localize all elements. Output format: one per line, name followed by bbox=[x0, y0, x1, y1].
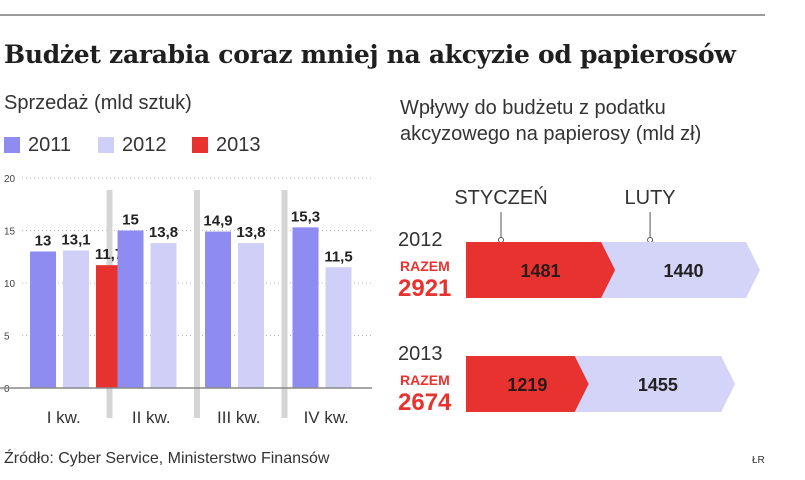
left-chart-subtitle: Sprzedaż (mld sztuk) bbox=[4, 92, 192, 114]
y-tick-label: 20 bbox=[4, 174, 16, 185]
row-total-value: 2674 bbox=[398, 389, 452, 416]
bar-value-label: 13,8 bbox=[149, 224, 178, 241]
segment-value-label: 1481 bbox=[521, 261, 561, 281]
category-label: I kw. bbox=[47, 408, 81, 427]
segment-value-label: 1219 bbox=[507, 375, 547, 395]
bar-2012-4 bbox=[325, 267, 352, 388]
bar-value-label: 13 bbox=[35, 233, 52, 250]
legend-swatch-2011 bbox=[4, 137, 20, 153]
segment-bar-2013-styczen bbox=[466, 356, 589, 412]
segment-bar-2012-luty bbox=[601, 242, 760, 298]
bar-value-label: 14,9 bbox=[203, 213, 232, 230]
bar-value-label: 11,5 bbox=[324, 248, 352, 265]
legend-item-2012: 2012 bbox=[98, 134, 167, 156]
y-tick-label: 5 bbox=[4, 332, 10, 343]
author-credit: ŁR bbox=[752, 455, 765, 466]
segment-header-marker-dot bbox=[498, 237, 504, 243]
row-total-caption: RAZEM bbox=[400, 372, 450, 388]
group-divider bbox=[281, 190, 288, 418]
bar-2011-3 bbox=[205, 231, 231, 388]
legend-label-2011: 2011 bbox=[28, 133, 72, 156]
bar-2011-4 bbox=[292, 227, 319, 388]
bar-value-label: 13,1 bbox=[61, 231, 90, 248]
legend-item-2011: 2011 bbox=[4, 134, 71, 156]
source-note: Źródło: Cyber Service, Ministerstwo Fina… bbox=[4, 450, 330, 467]
bar-2012-2 bbox=[150, 243, 177, 388]
legend-swatch-2013 bbox=[192, 137, 208, 153]
group-divider bbox=[194, 190, 200, 418]
segment-value-label: 1440 bbox=[664, 261, 704, 281]
legend-label-2012: 2012 bbox=[122, 133, 167, 156]
segment-header-1: STYCZEŃ bbox=[454, 186, 547, 209]
bar-value-label: 15,3 bbox=[291, 208, 320, 225]
category-label: IV kw. bbox=[304, 408, 349, 427]
row-year-label: 2013 bbox=[398, 343, 443, 365]
y-tick-label: 15 bbox=[4, 227, 16, 238]
category-label: II kw. bbox=[132, 408, 171, 427]
row-total-caption: RAZEM bbox=[400, 258, 450, 274]
top-rule bbox=[0, 14, 765, 16]
row-year-label: 2012 bbox=[398, 229, 443, 251]
bar-2011-2 bbox=[117, 230, 144, 388]
segment-header-marker-dot bbox=[647, 237, 654, 243]
row-total-value: 2921 bbox=[398, 275, 451, 302]
bar-value-label: 13,8 bbox=[236, 224, 265, 241]
segment-value-label: 1455 bbox=[638, 375, 678, 395]
chart-title: Budżet zarabia coraz mniej na akcyzie od… bbox=[4, 40, 736, 69]
segment-bar-2013-luty bbox=[574, 356, 736, 412]
category-label: III kw. bbox=[217, 408, 260, 427]
bar-2012-3 bbox=[238, 243, 264, 388]
bar-2012-1 bbox=[63, 250, 89, 388]
y-tick-label: 0 bbox=[4, 384, 10, 395]
legend-label-2013: 2013 bbox=[216, 133, 261, 156]
bar-value-label: 11,7 bbox=[95, 246, 123, 263]
legend-item-2013: 2013 bbox=[192, 134, 261, 156]
right-chart-subtitle: Wpływy do budżetu z podatku akcyzowego n… bbox=[400, 97, 702, 145]
y-tick-label: 10 bbox=[4, 279, 16, 290]
legend-swatch-2012 bbox=[98, 137, 114, 153]
bar-2011-1 bbox=[30, 251, 56, 388]
bar-value-label: 15 bbox=[122, 212, 139, 229]
segment-header-2: LUTY bbox=[625, 187, 676, 209]
segment-bar-2012-styczen bbox=[466, 242, 616, 298]
